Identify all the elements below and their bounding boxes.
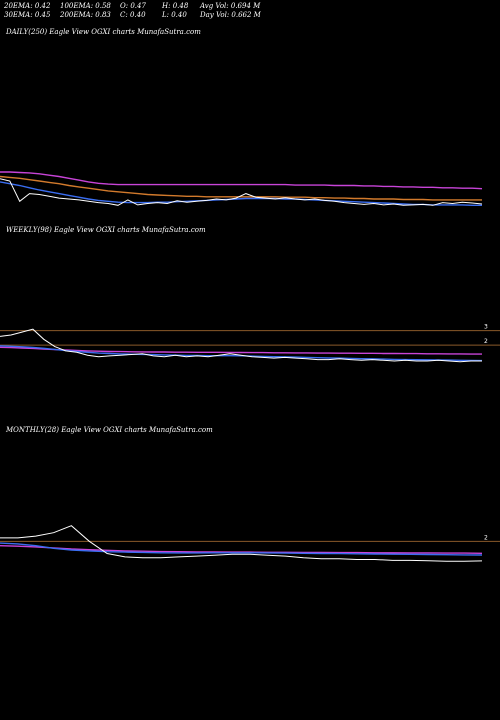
low-readout: L: 0.40 — [162, 11, 187, 19]
ema200-readout: 200EMA: 0.83 — [60, 11, 111, 19]
weekly-panel-label: WEEKLY(98) Eagle View OGXI charts Munafa… — [6, 226, 206, 234]
high-readout: H: 0.48 — [162, 2, 189, 10]
close-readout: C: 0.40 — [120, 11, 146, 19]
ema-fast-line — [0, 181, 482, 206]
ema100-readout: 100EMA: 0.58 — [60, 2, 111, 10]
price-line — [0, 178, 483, 206]
ema30-readout: 30EMA: 0.45 — [4, 11, 51, 19]
ema-fast-line — [0, 542, 483, 556]
monthly-panel-label: MONTHLY(28) Eagle View OGXI charts Munaf… — [6, 426, 213, 434]
ema-fast-line — [0, 345, 483, 362]
monthly-chart: 2 — [0, 525, 500, 562]
y-tick-label: 2 — [484, 338, 488, 345]
y-tick-label: 3 — [484, 324, 488, 331]
ema-mid-line — [0, 175, 482, 201]
ema-slow-line — [0, 346, 482, 355]
price-line — [0, 328, 482, 363]
ema20-readout: 20EMA: 0.42 — [4, 2, 51, 10]
open-readout: O: 0.47 — [120, 2, 146, 10]
price-line — [0, 525, 483, 562]
daily-chart — [0, 171, 483, 206]
day-vol-readout: Day Vol: 0.662 M — [200, 11, 261, 19]
daily-panel-label: DAILY(250) Eagle View OGXI charts Munafa… — [6, 28, 201, 36]
ema-slow-line — [0, 171, 483, 190]
ema-slow-line — [0, 545, 483, 554]
avg-vol-readout: Avg Vol: 0.694 M — [200, 2, 261, 10]
weekly-chart: 32 — [0, 324, 500, 363]
y-tick-label: 2 — [484, 534, 488, 541]
